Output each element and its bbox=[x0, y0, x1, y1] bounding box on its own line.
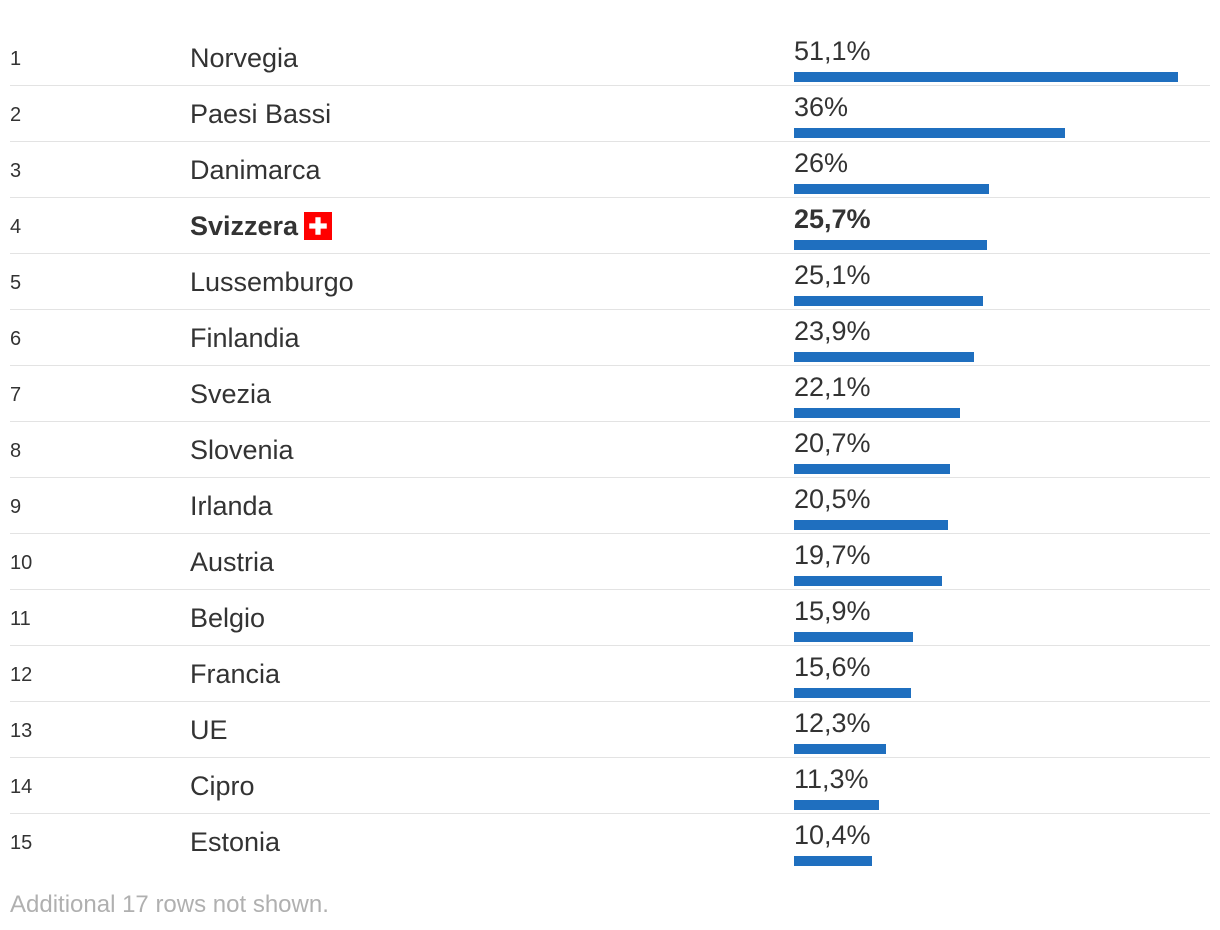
rank-number: 2 bbox=[10, 104, 22, 126]
value-label: 20,7% bbox=[794, 428, 871, 458]
country-label: Norvegia bbox=[190, 42, 298, 74]
country-name: Estonia bbox=[190, 827, 281, 857]
value-bar bbox=[794, 464, 950, 474]
value-label: 15,9% bbox=[794, 596, 871, 626]
value-label: 25,7% bbox=[794, 204, 871, 234]
value-bar bbox=[794, 296, 983, 306]
country-label: Svezia bbox=[190, 378, 271, 410]
value-label: 23,9% bbox=[794, 316, 871, 346]
value-label: 25,1% bbox=[794, 260, 871, 290]
table-row: 15 Estonia 10,4% bbox=[10, 814, 1210, 869]
rank-number: 9 bbox=[10, 496, 22, 518]
table-row: 5 Lussemburgo 25,1% bbox=[10, 254, 1210, 310]
value-label: 11,3% bbox=[794, 764, 869, 794]
rank-number: 11 bbox=[10, 608, 31, 630]
country-name: Finlandia bbox=[190, 323, 300, 353]
country-name: Paesi Bassi bbox=[190, 99, 332, 129]
footnote: Additional 17 rows not shown. bbox=[10, 891, 329, 918]
rank-number: 10 bbox=[10, 552, 33, 574]
country-label: Austria bbox=[190, 546, 274, 578]
table-row: 7 Svezia 22,1% bbox=[10, 366, 1210, 422]
value-label: 10,4% bbox=[794, 820, 871, 850]
table-row: 4 Svizzera 25,7% bbox=[10, 198, 1210, 254]
country-label: Paesi Bassi bbox=[190, 98, 331, 130]
value-bar bbox=[794, 856, 872, 866]
rank-number: 15 bbox=[10, 832, 33, 854]
value-bar bbox=[794, 128, 1065, 138]
table-row: 2 Paesi Bassi 36% bbox=[10, 86, 1210, 142]
country-name: Cipro bbox=[190, 771, 255, 801]
rank-number: 5 bbox=[10, 272, 22, 294]
country-name: Svezia bbox=[190, 379, 272, 409]
country-name: Danimarca bbox=[190, 155, 321, 185]
table-row: 11 Belgio 15,9% bbox=[10, 590, 1210, 646]
rank-number: 3 bbox=[10, 160, 22, 182]
rank-number: 7 bbox=[10, 384, 22, 406]
country-label: Belgio bbox=[190, 602, 265, 634]
value-label: 20,5% bbox=[794, 484, 871, 514]
table-row: 13 UE 12,3% bbox=[10, 702, 1210, 758]
country-label: Finlandia bbox=[190, 322, 300, 354]
country-name: Francia bbox=[190, 659, 281, 689]
table-row: 14 Cipro 11,3% bbox=[10, 758, 1210, 814]
country-name: Irlanda bbox=[190, 491, 273, 521]
country-label: Lussemburgo bbox=[190, 266, 354, 298]
country-label: Slovenia bbox=[190, 434, 294, 466]
table-row: 9 Irlanda 20,5% bbox=[10, 478, 1210, 534]
rank-number: 8 bbox=[10, 440, 22, 462]
value-bar bbox=[794, 184, 989, 194]
value-bar bbox=[794, 72, 1178, 82]
value-label: 15,6% bbox=[794, 652, 871, 682]
country-label: UE bbox=[190, 714, 228, 746]
country-name: UE bbox=[190, 715, 228, 745]
value-label: 22,1% bbox=[794, 372, 871, 402]
country-name: Norvegia bbox=[190, 43, 299, 73]
country-label: Svizzera bbox=[190, 210, 333, 242]
value-bar bbox=[794, 632, 913, 642]
table-row: 1 Norvegia 51,1% bbox=[10, 30, 1210, 86]
table-row: 3 Danimarca 26% bbox=[10, 142, 1210, 198]
value-label: 26% bbox=[794, 148, 849, 178]
rank-number: 1 bbox=[10, 48, 22, 70]
value-bar bbox=[794, 688, 911, 698]
rank-number: 12 bbox=[10, 664, 33, 686]
rank-number: 13 bbox=[10, 720, 33, 742]
value-bar bbox=[794, 576, 942, 586]
value-label: 51,1% bbox=[794, 36, 871, 66]
country-name: Lussemburgo bbox=[190, 267, 354, 297]
value-bar bbox=[794, 240, 987, 250]
value-bar bbox=[794, 520, 948, 530]
country-label: Irlanda bbox=[190, 490, 273, 522]
table-row: 10 Austria 19,7% bbox=[10, 534, 1210, 590]
country-name: Belgio bbox=[190, 603, 266, 633]
value-label: 36% bbox=[794, 92, 849, 122]
table-row: 6 Finlandia 23,9% bbox=[10, 310, 1210, 366]
ranking-table: 1 Norvegia 51,1% 2 Paesi Bassi 36% 3 Danimarca 2… bbox=[10, 30, 1210, 869]
rank-number: 14 bbox=[10, 776, 33, 798]
country-label: Danimarca bbox=[190, 154, 321, 186]
country-label: Cipro bbox=[190, 770, 255, 802]
value-label: 19,7% bbox=[794, 540, 871, 570]
value-bar bbox=[794, 352, 974, 362]
value-label: 12,3% bbox=[794, 708, 871, 738]
country-label: Estonia bbox=[190, 826, 280, 858]
country-name: Slovenia bbox=[190, 435, 294, 465]
value-bar bbox=[794, 800, 879, 810]
country-name: Svizzera bbox=[190, 211, 299, 241]
country-name: Austria bbox=[190, 547, 275, 577]
rank-number: 4 bbox=[10, 216, 22, 238]
value-bar bbox=[794, 744, 886, 754]
rank-number: 6 bbox=[10, 328, 22, 350]
table-row: 12 Francia 15,6% bbox=[10, 646, 1210, 702]
value-bar bbox=[794, 408, 960, 418]
swiss-flag-icon bbox=[304, 212, 333, 240]
table-row: 8 Slovenia 20,7% bbox=[10, 422, 1210, 478]
country-label: Francia bbox=[190, 658, 280, 690]
